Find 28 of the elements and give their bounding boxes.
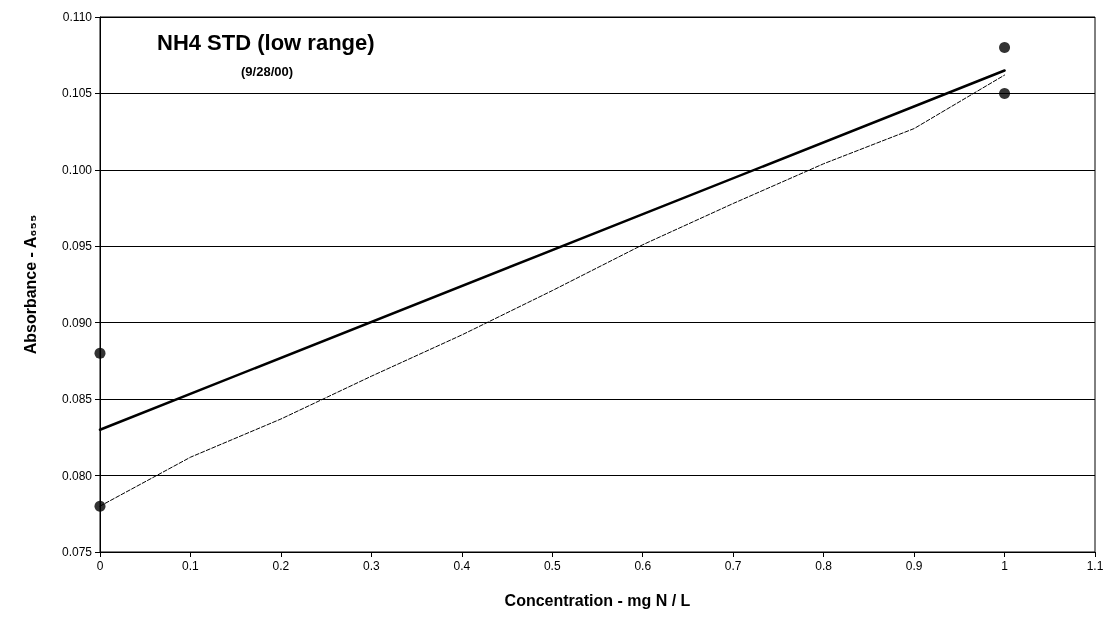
x-tick-label: 1 <box>1001 559 1009 573</box>
x-tick-label: 0.8 <box>815 559 833 573</box>
x-tick-label: 0.2 <box>272 559 290 573</box>
point <box>999 87 1011 99</box>
x-tick-label: 1.1 <box>1086 559 1104 573</box>
x-tick-label: 0.3 <box>363 559 381 573</box>
point <box>94 347 106 359</box>
x-tick-label: 0.6 <box>634 559 652 573</box>
x-axis-title: Concentration - mg N / L <box>504 591 691 609</box>
x-tick-label: 0.4 <box>453 559 471 573</box>
point <box>999 42 1011 54</box>
x-tick-label: 0.5 <box>543 559 561 573</box>
point <box>94 500 106 512</box>
y-tick-label: 0.095 <box>61 239 93 254</box>
y-tick-label: 0.075 <box>61 545 93 559</box>
y-tick-label: 0.085 <box>61 392 93 407</box>
y-tick-label: 0.100 <box>61 162 93 177</box>
y-tick-label: 0.080 <box>61 468 93 483</box>
x-tick-label: 0 <box>96 559 104 573</box>
x-tick-label: 0.9 <box>905 559 923 573</box>
text: NH4 STD (low range) <box>157 29 375 55</box>
y-tick-label: 0.090 <box>61 315 93 330</box>
x-tick-label: 0.7 <box>724 559 742 573</box>
y-tick-label: 0.110 <box>62 10 93 24</box>
y-tick-label: 0.105 <box>61 86 93 101</box>
y-axis-title: Absorbance - A₆₅₅ <box>21 214 39 355</box>
x-tick-label: 0.1 <box>182 559 200 573</box>
text: (9/28/00) <box>241 64 294 79</box>
